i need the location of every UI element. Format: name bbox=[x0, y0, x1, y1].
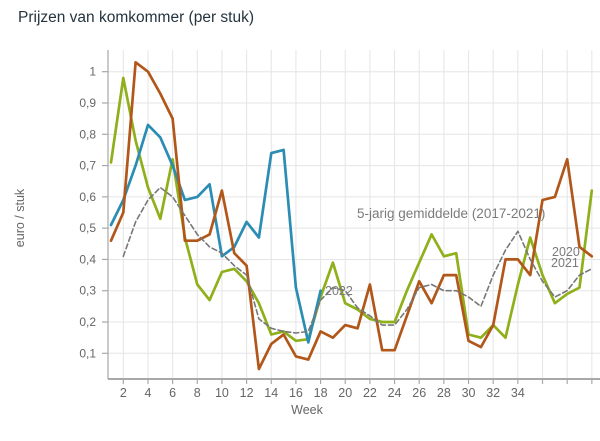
series-line-5-jarig-gemiddelde--2017-2021- bbox=[122, 186, 593, 334]
x-tick-label: 2 bbox=[120, 386, 127, 400]
x-tick-label: 20 bbox=[338, 386, 352, 400]
x-tick-label: 32 bbox=[486, 386, 500, 400]
series-line-2021 bbox=[109, 60, 594, 371]
y-tick-label: 0,7 bbox=[79, 159, 96, 173]
y-tick-label: 0,5 bbox=[79, 221, 96, 235]
x-tick-label: 24 bbox=[388, 386, 402, 400]
x-tick-label: 10 bbox=[215, 386, 229, 400]
y-tick-label: 1 bbox=[89, 65, 96, 79]
x-tick-label: 28 bbox=[437, 386, 451, 400]
series-line-2022 bbox=[109, 123, 322, 344]
2022-label: 2022 bbox=[325, 284, 353, 298]
x-tick-label: 8 bbox=[194, 386, 201, 400]
x-tick-label: 16 bbox=[289, 386, 303, 400]
x-tick-label: 6 bbox=[169, 386, 176, 400]
y-tick-label: 0,2 bbox=[79, 315, 96, 329]
avg-label: 5-jarig gemiddelde (2017-2021) bbox=[357, 206, 545, 221]
y-tick-label: 0,9 bbox=[79, 96, 96, 110]
y-tick-label: 0,1 bbox=[79, 346, 96, 360]
y-tick-label: 0,3 bbox=[79, 284, 96, 298]
x-tick-label: 4 bbox=[144, 386, 151, 400]
2021-label: 2021 bbox=[551, 256, 579, 270]
y-tick-label: 0,4 bbox=[79, 252, 96, 266]
x-axis-title: Week bbox=[291, 403, 323, 417]
y-tick-label: 0,8 bbox=[79, 127, 96, 141]
y-axis-title: euro / stuk bbox=[13, 188, 27, 247]
series-line-2020 bbox=[109, 76, 594, 343]
x-tick-label: 34 bbox=[511, 386, 525, 400]
y-tick-label: 0,6 bbox=[79, 190, 96, 204]
x-tick-label: 14 bbox=[264, 386, 278, 400]
2020-label: 2020 bbox=[552, 245, 580, 259]
chart-title: Prijzen van komkommer (per stuk) bbox=[18, 9, 255, 26]
x-tick-label: 12 bbox=[240, 386, 254, 400]
x-tick-label: 22 bbox=[363, 386, 377, 400]
x-tick-label: 26 bbox=[412, 386, 426, 400]
x-tick-label: 18 bbox=[314, 386, 328, 400]
x-tick-label: 30 bbox=[462, 386, 476, 400]
